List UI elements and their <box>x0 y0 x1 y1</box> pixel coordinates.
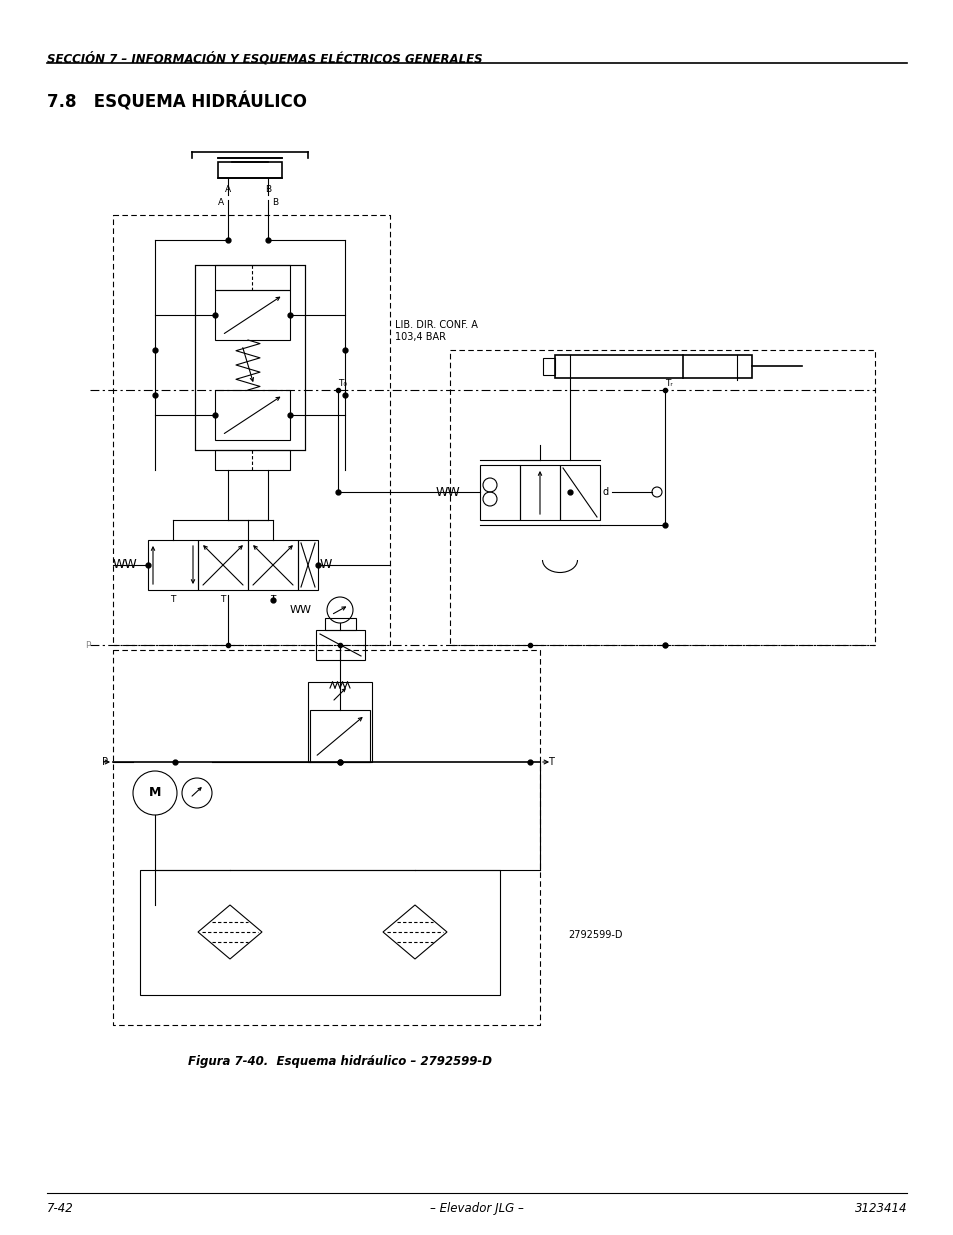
Bar <box>297 540 317 590</box>
Text: 3123414: 3123414 <box>854 1202 906 1215</box>
Text: B: B <box>272 198 278 207</box>
Text: W: W <box>319 558 332 572</box>
Text: P: P <box>102 757 108 767</box>
Text: P: P <box>85 641 90 650</box>
Bar <box>325 618 355 630</box>
Text: T: T <box>270 595 275 604</box>
Bar <box>214 390 290 440</box>
Bar <box>140 869 499 995</box>
Text: 7-42: 7-42 <box>47 1202 73 1215</box>
Text: Tᵣ: Tᵣ <box>664 379 672 388</box>
Bar <box>479 466 519 520</box>
Text: – Elevador JLG –: – Elevador JLG – <box>430 1202 523 1215</box>
Bar <box>559 466 599 520</box>
Text: T: T <box>171 595 175 604</box>
Bar <box>148 540 198 590</box>
Text: M: M <box>149 787 161 799</box>
Bar <box>218 162 282 178</box>
Bar <box>308 682 372 762</box>
Text: 7.8   ESQUEMA HIDRÁULICO: 7.8 ESQUEMA HIDRÁULICO <box>47 91 307 111</box>
Text: d: d <box>602 487 608 496</box>
Text: T: T <box>547 757 554 767</box>
Text: LIB. DIR. CONF. A
103,4 BAR: LIB. DIR. CONF. A 103,4 BAR <box>395 320 477 342</box>
Text: B: B <box>265 185 271 194</box>
Text: T: T <box>220 595 226 604</box>
Bar <box>310 710 370 762</box>
Bar <box>248 540 297 590</box>
Bar <box>214 290 290 340</box>
Text: A: A <box>217 198 224 207</box>
Text: WW: WW <box>290 605 312 615</box>
Bar <box>315 630 365 659</box>
Text: SECCIÓN 7 – INFORMACIÓN Y ESQUEMAS ELÉCTRICOS GENERALES: SECCIÓN 7 – INFORMACIÓN Y ESQUEMAS ELÉCT… <box>47 52 482 65</box>
Bar <box>542 358 555 375</box>
Bar <box>214 266 290 290</box>
Text: WW: WW <box>435 485 459 499</box>
Text: WW: WW <box>112 558 137 572</box>
Bar <box>555 354 751 378</box>
Text: T₀: T₀ <box>337 379 347 388</box>
Text: A: A <box>225 185 231 194</box>
Bar <box>519 466 559 520</box>
Bar <box>214 450 290 471</box>
Bar <box>198 540 248 590</box>
Text: Figura 7-40.  Esquema hidráulico – 2792599-D: Figura 7-40. Esquema hidráulico – 279259… <box>188 1055 492 1068</box>
Bar <box>194 266 305 450</box>
Text: 2792599-D: 2792599-D <box>567 930 622 940</box>
